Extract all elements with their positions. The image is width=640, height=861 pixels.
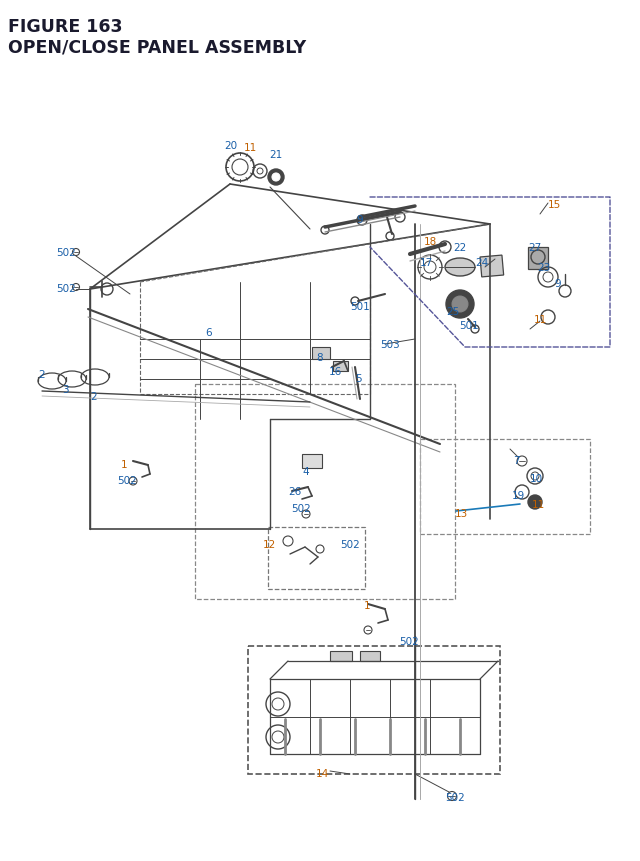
Text: 27: 27 bbox=[528, 243, 541, 253]
Text: 503: 503 bbox=[380, 339, 400, 350]
Text: 501: 501 bbox=[350, 301, 370, 312]
Text: 502: 502 bbox=[399, 636, 419, 647]
Text: 1: 1 bbox=[121, 460, 127, 469]
Text: 502: 502 bbox=[340, 539, 360, 549]
Text: 14: 14 bbox=[316, 768, 329, 778]
Text: 21: 21 bbox=[269, 150, 282, 160]
Text: 502: 502 bbox=[56, 283, 76, 294]
Text: 24: 24 bbox=[475, 257, 488, 268]
Circle shape bbox=[528, 495, 542, 510]
Bar bbox=[480, 256, 504, 277]
Text: OPEN/CLOSE PANEL ASSEMBLY: OPEN/CLOSE PANEL ASSEMBLY bbox=[8, 38, 306, 56]
Text: 15: 15 bbox=[548, 200, 561, 210]
Text: 23: 23 bbox=[537, 263, 550, 273]
Text: 502: 502 bbox=[445, 792, 465, 802]
Circle shape bbox=[268, 170, 284, 186]
Bar bbox=[528, 248, 548, 269]
Text: 18: 18 bbox=[424, 237, 437, 247]
Bar bbox=[268, 528, 365, 589]
Text: 17: 17 bbox=[420, 257, 433, 268]
Ellipse shape bbox=[445, 258, 475, 276]
Text: 502: 502 bbox=[56, 248, 76, 257]
Text: 16: 16 bbox=[329, 367, 342, 376]
Text: 4: 4 bbox=[302, 467, 308, 476]
Text: 9: 9 bbox=[356, 214, 363, 225]
Text: 20: 20 bbox=[224, 141, 237, 151]
Text: 26: 26 bbox=[288, 486, 301, 497]
Text: 11: 11 bbox=[534, 314, 547, 325]
Text: 9: 9 bbox=[554, 279, 561, 288]
Bar bbox=[330, 651, 352, 661]
Text: 12: 12 bbox=[263, 539, 276, 549]
Text: 2: 2 bbox=[90, 392, 97, 401]
Text: 11: 11 bbox=[244, 143, 257, 152]
Bar bbox=[420, 439, 590, 535]
Bar bbox=[333, 362, 348, 372]
Bar bbox=[302, 455, 322, 468]
Text: 7: 7 bbox=[513, 455, 520, 466]
Bar bbox=[248, 647, 500, 774]
Circle shape bbox=[452, 297, 468, 313]
Bar bbox=[195, 385, 455, 599]
Text: 8: 8 bbox=[316, 353, 323, 362]
Circle shape bbox=[272, 174, 280, 182]
Circle shape bbox=[446, 291, 474, 319]
Text: 5: 5 bbox=[355, 374, 362, 383]
Bar bbox=[360, 651, 380, 661]
Text: 6: 6 bbox=[205, 328, 212, 338]
Text: 13: 13 bbox=[455, 508, 468, 518]
Text: FIGURE 163: FIGURE 163 bbox=[8, 18, 122, 36]
Text: 502: 502 bbox=[291, 504, 311, 513]
Text: 502: 502 bbox=[117, 475, 137, 486]
Text: 2: 2 bbox=[38, 369, 45, 380]
Text: 19: 19 bbox=[512, 491, 525, 500]
Text: 11: 11 bbox=[532, 499, 545, 510]
Bar bbox=[312, 348, 330, 360]
Text: 22: 22 bbox=[453, 243, 467, 253]
Text: 501: 501 bbox=[459, 320, 479, 331]
Text: 3: 3 bbox=[62, 385, 68, 394]
Text: 1: 1 bbox=[364, 600, 371, 610]
Text: 10: 10 bbox=[530, 474, 543, 483]
Text: 25: 25 bbox=[446, 307, 460, 317]
